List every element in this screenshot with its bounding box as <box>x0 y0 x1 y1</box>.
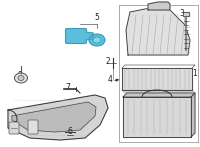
Polygon shape <box>85 32 93 40</box>
Ellipse shape <box>14 73 28 83</box>
Polygon shape <box>123 97 191 137</box>
Text: 8: 8 <box>18 71 22 80</box>
Polygon shape <box>12 102 96 132</box>
Text: 7: 7 <box>66 83 70 92</box>
Ellipse shape <box>89 34 105 46</box>
FancyBboxPatch shape <box>9 122 19 134</box>
Text: 2: 2 <box>106 57 110 66</box>
Text: 10: 10 <box>28 122 38 131</box>
Polygon shape <box>126 8 190 55</box>
Ellipse shape <box>18 76 24 81</box>
Ellipse shape <box>93 37 101 43</box>
Polygon shape <box>183 12 189 16</box>
Text: 9: 9 <box>13 122 17 131</box>
Polygon shape <box>148 2 170 10</box>
Polygon shape <box>8 95 108 140</box>
FancyBboxPatch shape <box>28 120 38 134</box>
Polygon shape <box>122 90 195 93</box>
Polygon shape <box>123 93 195 97</box>
Polygon shape <box>122 68 192 90</box>
Text: 5: 5 <box>95 14 99 22</box>
FancyBboxPatch shape <box>66 29 86 44</box>
Text: 3: 3 <box>180 9 184 17</box>
Text: 1: 1 <box>193 70 197 78</box>
Polygon shape <box>191 93 195 137</box>
Text: 6: 6 <box>68 127 72 137</box>
Text: 4: 4 <box>108 76 112 85</box>
